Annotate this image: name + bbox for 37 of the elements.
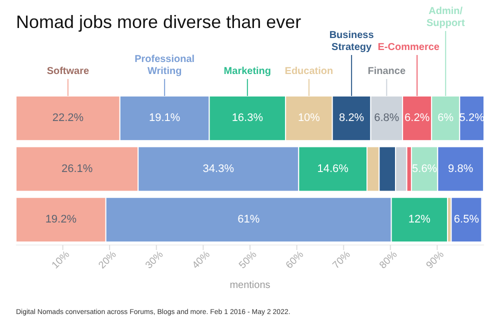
data-label: 19.2% [45, 214, 77, 226]
series-label: Marketing [224, 66, 272, 77]
text: Business Strategy [329, 30, 374, 53]
chart-title: Nomad jobs more diverse than ever [16, 12, 302, 32]
x-tick-label: 50% [237, 249, 260, 272]
series-label: Finance [368, 66, 406, 77]
series-label: Software [46, 66, 90, 77]
data-label: 9.8% [448, 162, 474, 175]
text: Admin/Support [426, 6, 466, 29]
data-label: 8.2% [339, 112, 364, 124]
data-label: 10% [298, 112, 320, 124]
x-tick-label: 30% [144, 249, 166, 272]
x-axis-title: mentions [230, 280, 270, 291]
x-tick-label: 10% [50, 249, 72, 272]
data-label: 22.2% [52, 112, 84, 124]
x-tick-label: 90% [424, 249, 446, 272]
data-label: 14.6% [317, 162, 349, 175]
data-label: 12% [408, 214, 431, 226]
series-label: Education [284, 66, 334, 77]
data-label: 16.3% [232, 112, 264, 124]
data-label: 61% [238, 214, 260, 226]
data-label: 6.5% [454, 214, 480, 226]
x-tick-label: 60% [284, 249, 306, 272]
text: E-Commerce [378, 42, 440, 53]
data-label: 34.3% [202, 162, 234, 175]
data-label: 19.1% [148, 112, 180, 124]
data-label: 5.2% [459, 112, 485, 124]
data-label: 6.2% [404, 112, 430, 124]
x-tick-label: 80% [378, 249, 400, 272]
data-label: 5.6% [412, 162, 438, 175]
bar [450, 196, 482, 242]
data-label: 26.1% [61, 162, 93, 175]
x-tick-label: 70% [330, 249, 353, 272]
series-label: Professional Writing [134, 54, 195, 77]
data-label: 6.8% [374, 112, 400, 124]
data-label: 6% [438, 112, 454, 124]
x-tick-label: 40% [190, 249, 212, 272]
